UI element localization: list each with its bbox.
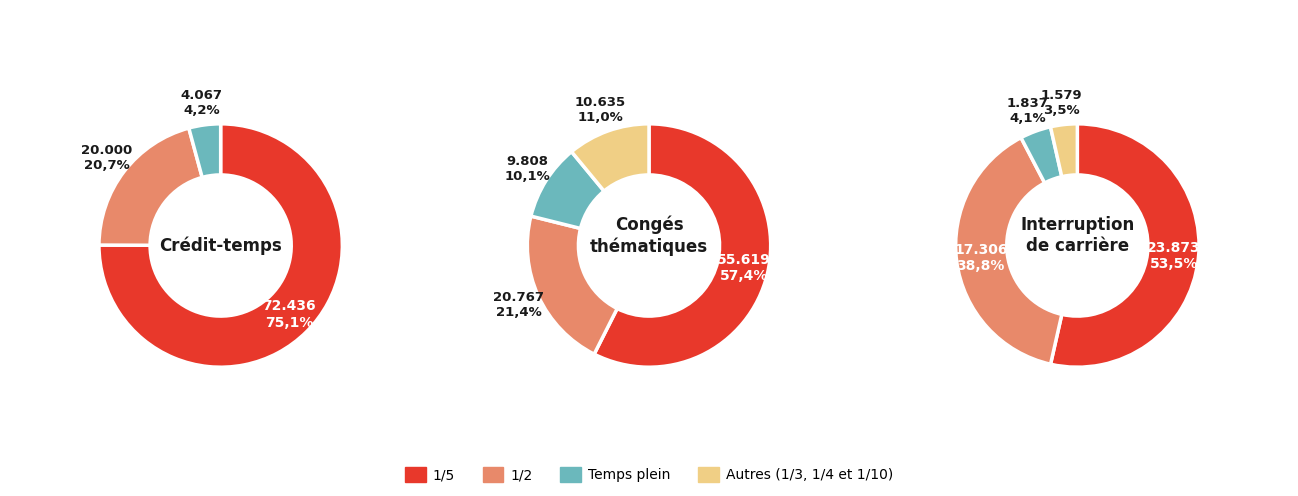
Text: 1.837
4,1%: 1.837 4,1% — [1007, 97, 1049, 124]
Text: 20.767
21,4%: 20.767 21,4% — [493, 291, 544, 319]
Text: 55.619
57,4%: 55.619 57,4% — [716, 253, 771, 283]
Text: 10.635
11,0%: 10.635 11,0% — [575, 96, 626, 124]
Text: 23.873
53,5%: 23.873 53,5% — [1147, 241, 1201, 271]
Wedge shape — [531, 152, 604, 229]
Wedge shape — [1022, 127, 1062, 183]
Wedge shape — [1050, 124, 1077, 177]
Text: 4.067
4,2%: 4.067 4,2% — [180, 89, 223, 117]
Wedge shape — [1050, 124, 1199, 367]
Text: 17.306
38,8%: 17.306 38,8% — [954, 243, 1007, 273]
Text: 72.436
75,1%: 72.436 75,1% — [262, 300, 317, 329]
Wedge shape — [955, 138, 1062, 364]
Legend: 1/5, 1/2, Temps plein, Autres (1/3, 1/4 et 1/10): 1/5, 1/2, Temps plein, Autres (1/3, 1/4 … — [397, 460, 901, 489]
Text: Congés
thématiques: Congés thématiques — [589, 216, 709, 256]
Text: 1.579
3,5%: 1.579 3,5% — [1041, 89, 1083, 117]
Text: Interruption
de carrière: Interruption de carrière — [1020, 216, 1134, 255]
Wedge shape — [527, 216, 617, 354]
Wedge shape — [594, 124, 771, 367]
Wedge shape — [571, 124, 649, 191]
Text: 20.000
20,7%: 20.000 20,7% — [82, 144, 132, 172]
Wedge shape — [99, 128, 202, 245]
Wedge shape — [188, 124, 221, 178]
Text: 9.808
10,1%: 9.808 10,1% — [505, 155, 550, 183]
Text: Crédit-temps: Crédit-temps — [160, 236, 282, 255]
Wedge shape — [99, 124, 343, 367]
